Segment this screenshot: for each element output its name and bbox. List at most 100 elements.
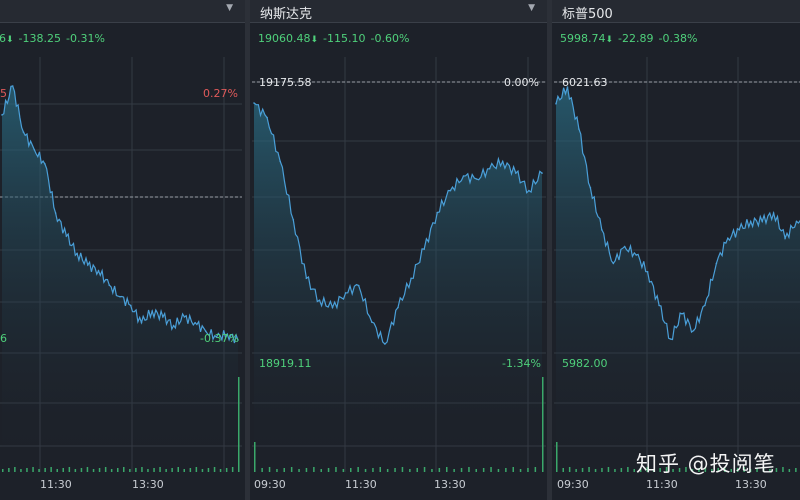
volume-bar bbox=[568, 467, 571, 472]
volume-bar bbox=[98, 468, 101, 472]
data-point bbox=[795, 220, 798, 223]
volume-bar bbox=[795, 468, 797, 472]
volume-bar bbox=[607, 467, 610, 472]
data-point bbox=[76, 252, 78, 255]
watermark-text: 知乎 @投阅笔 bbox=[636, 452, 776, 476]
volume-bar bbox=[762, 467, 765, 472]
low-pct-label: -0.37% bbox=[200, 332, 239, 345]
volume-bar bbox=[409, 469, 411, 472]
index-panel-nasdaq[interactable]: 纳斯达克 ▼ 19060.48⬇ -115.10 -0.60% 19175.58 0… bbox=[250, 0, 547, 500]
volume-bar bbox=[749, 469, 752, 472]
volume-bar bbox=[685, 467, 687, 472]
volume-bar bbox=[26, 468, 28, 472]
volume-bar bbox=[342, 469, 345, 472]
volume-bar bbox=[665, 467, 668, 472]
data-point bbox=[384, 343, 386, 345]
volume-bar bbox=[711, 469, 713, 472]
volume-bar bbox=[165, 469, 167, 472]
data-point bbox=[612, 262, 615, 265]
quote-change: -22.89 bbox=[618, 32, 654, 45]
volume-bar bbox=[659, 468, 661, 472]
volume-bar bbox=[207, 468, 210, 472]
volume-bar bbox=[159, 467, 161, 472]
volume-bar bbox=[519, 469, 522, 472]
volume-bar bbox=[704, 467, 707, 472]
index-panel-sp500[interactable]: 标普500 5998.74⬇ -22.89 -0.38% 6021.63 5982.… bbox=[552, 0, 800, 500]
volume-bar bbox=[633, 469, 635, 472]
intraday-chart[interactable] bbox=[0, 0, 245, 500]
volume-bar bbox=[678, 468, 681, 472]
data-point bbox=[305, 277, 308, 280]
data-point bbox=[318, 299, 321, 302]
volume-bar bbox=[177, 467, 179, 472]
volume-bar bbox=[44, 468, 46, 472]
volume-bar bbox=[195, 467, 198, 472]
low-price-label: 5982.00 bbox=[562, 357, 608, 370]
volume-bar bbox=[32, 467, 34, 472]
data-point bbox=[704, 304, 706, 307]
volume-bar bbox=[290, 467, 293, 472]
volume-bar bbox=[74, 469, 77, 472]
quote-pct: -0.60% bbox=[370, 32, 410, 45]
data-point bbox=[97, 269, 100, 272]
volume-bar bbox=[691, 469, 694, 472]
data-point bbox=[397, 306, 399, 309]
volume-bar bbox=[646, 467, 648, 472]
data-point bbox=[738, 229, 741, 231]
volume-bar bbox=[542, 377, 544, 472]
data-point bbox=[462, 175, 465, 177]
quote-line: 6⬇ -138.25 -0.31% bbox=[0, 32, 110, 45]
data-point bbox=[279, 160, 281, 163]
data-point bbox=[11, 85, 14, 87]
intraday-chart[interactable] bbox=[552, 0, 800, 500]
ref-price-label: 6021.63 bbox=[562, 76, 608, 89]
data-point bbox=[331, 306, 334, 309]
dropdown-caret-icon[interactable]: ▼ bbox=[226, 3, 233, 13]
quote-price: 5998.74 bbox=[560, 32, 606, 45]
data-point bbox=[727, 237, 729, 239]
volume-bar bbox=[129, 469, 131, 472]
volume-bar bbox=[416, 468, 418, 472]
volume-bar bbox=[594, 469, 597, 472]
low-pct-label: -1.34% bbox=[502, 357, 541, 370]
intraday-chart[interactable] bbox=[250, 0, 547, 500]
volume-bar bbox=[50, 467, 52, 472]
volume-bar bbox=[254, 442, 256, 472]
data-point bbox=[253, 102, 255, 104]
volume-bar bbox=[335, 467, 337, 472]
data-point bbox=[749, 220, 752, 223]
panel-header[interactable]: 标普500 bbox=[552, 0, 800, 23]
data-point bbox=[1, 114, 3, 116]
volume-bar bbox=[219, 469, 222, 472]
panel-header[interactable]: ▼ bbox=[0, 0, 245, 23]
volume-bar bbox=[104, 467, 107, 472]
panel-header[interactable]: 纳斯达克 ▼ bbox=[250, 0, 547, 23]
data-point bbox=[129, 304, 132, 307]
volume-bar bbox=[268, 467, 271, 472]
index-panel-left[interactable]: ▼ 6⬇ -138.25 -0.31% 5 0.27% 6 -0.37% 11:30… bbox=[0, 0, 245, 500]
dropdown-caret-icon[interactable]: ▼ bbox=[528, 3, 535, 13]
volume-bar bbox=[327, 468, 330, 472]
volume-bar bbox=[372, 468, 374, 472]
quote-pct: -0.31% bbox=[66, 32, 105, 45]
volume-bar bbox=[213, 467, 216, 472]
time-tick: 11:30 bbox=[40, 478, 72, 491]
volume-bar bbox=[80, 468, 83, 472]
volume-bar bbox=[640, 468, 642, 472]
data-point bbox=[140, 321, 143, 324]
panel-title: 标普500 bbox=[562, 7, 613, 22]
quote-price: 19060.48 bbox=[258, 32, 311, 45]
quote-change: -115.10 bbox=[323, 32, 366, 45]
series-area bbox=[254, 103, 542, 472]
data-point bbox=[108, 284, 111, 287]
data-point bbox=[371, 321, 373, 323]
data-point bbox=[541, 172, 543, 174]
ref-price-label: 19175.58 bbox=[259, 76, 312, 89]
volume-bar bbox=[775, 468, 778, 472]
data-point bbox=[87, 264, 89, 266]
volume-bar bbox=[620, 468, 623, 472]
volume-bar bbox=[769, 469, 771, 472]
volume-bar bbox=[730, 469, 732, 472]
volume-bar bbox=[171, 468, 173, 472]
down-arrow-icon: ⬇ bbox=[310, 35, 319, 45]
